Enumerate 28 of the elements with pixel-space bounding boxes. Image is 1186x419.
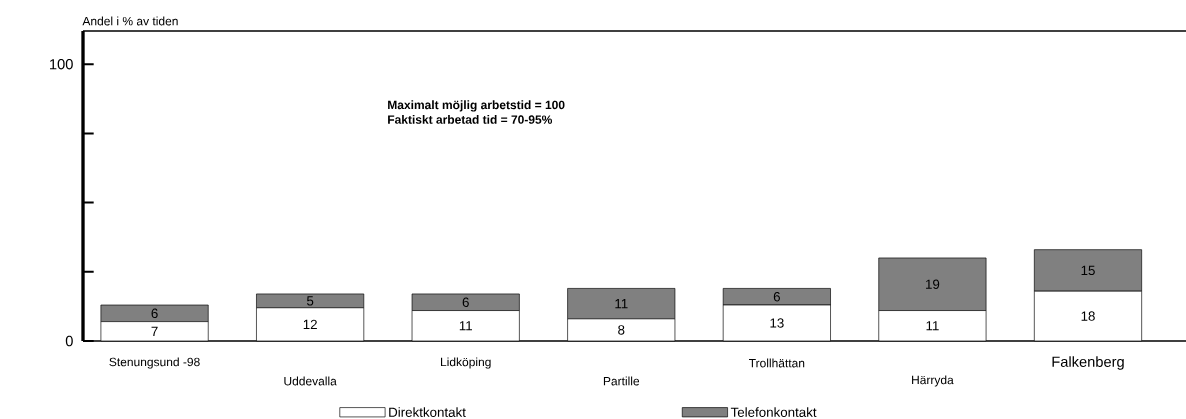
y-tick-label: 0 — [65, 335, 73, 347]
annotation: Faktiskt arbetad tid = 70-95% — [388, 115, 553, 124]
legend-label: Direktkontakt — [389, 407, 466, 417]
data-label: 6 — [462, 297, 469, 307]
x-tick-label: Härryda — [912, 375, 954, 387]
x-tick-label: Partille — [603, 376, 640, 386]
data-label: 11 — [926, 321, 939, 331]
data-label: 11 — [615, 299, 628, 309]
annotation: Maximalt möjlig arbetstid = 100 — [388, 100, 565, 112]
data-label: 5 — [306, 296, 314, 306]
data-label: 19 — [926, 279, 940, 289]
data-label: 6 — [773, 292, 780, 302]
data-label: 7 — [151, 326, 158, 336]
data-label: 8 — [618, 325, 625, 335]
x-tick-label: Stenungsund -98 — [109, 357, 200, 369]
x-tick-label: Lidköping — [441, 357, 491, 369]
y-axis-title: Andel i % av tiden — [82, 16, 178, 26]
data-label: 6 — [151, 308, 158, 319]
x-tick-label: Uddevalla — [284, 376, 337, 386]
data-label: 12 — [303, 319, 317, 330]
x-tick-label: Falkenberg — [1052, 356, 1124, 370]
x-tick-label: Trollhättan — [749, 358, 805, 368]
data-label: 18 — [1081, 311, 1095, 321]
y-tick-label: 100 — [50, 59, 73, 70]
legend-label: Telefonkontakt — [730, 407, 817, 417]
data-label: 15 — [1081, 265, 1095, 276]
data-label: 13 — [770, 318, 784, 328]
data-label: 11 — [459, 321, 472, 331]
